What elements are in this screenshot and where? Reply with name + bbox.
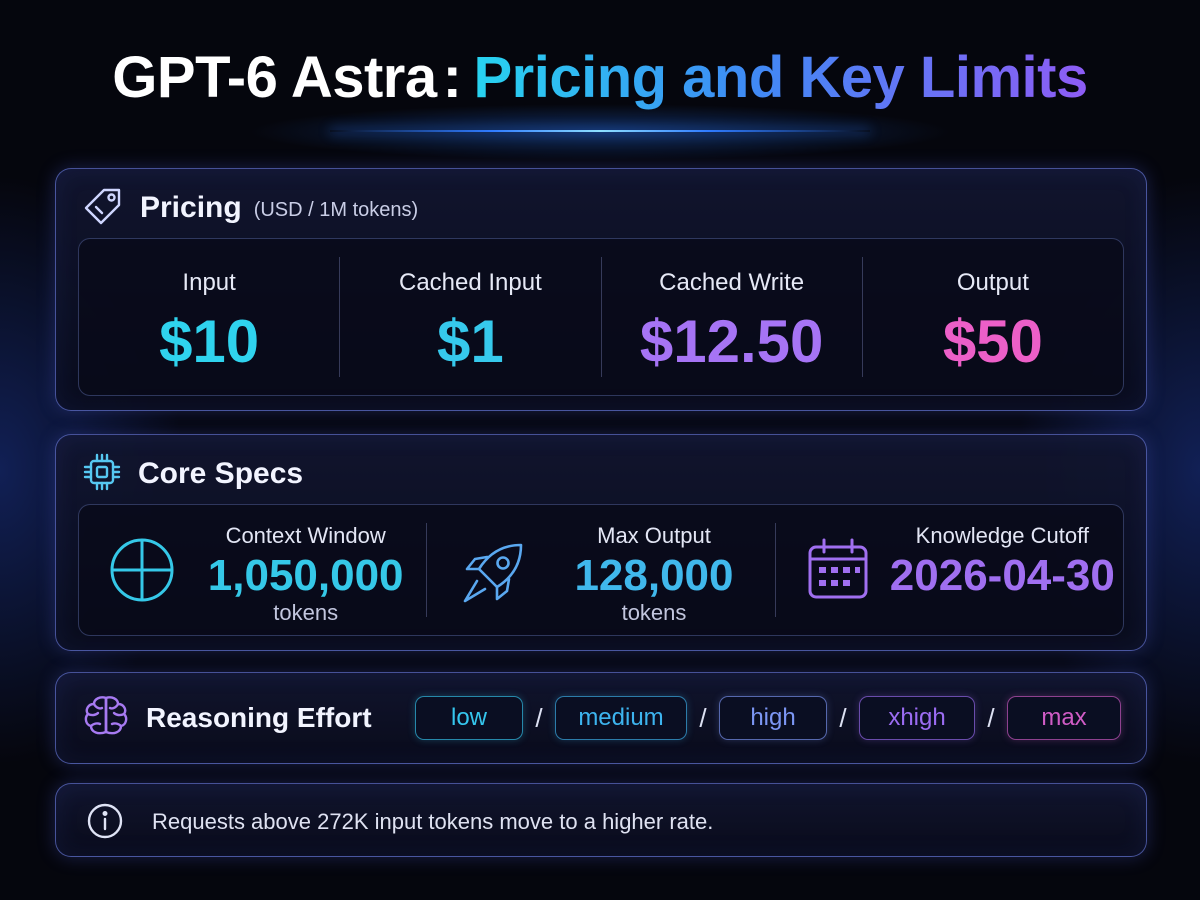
spec-value: 1,050,000 bbox=[207, 551, 404, 600]
level-chip-max[interactable]: max bbox=[1007, 696, 1121, 740]
level-chip-low[interactable]: low bbox=[415, 696, 523, 740]
reasoning-header: Reasoning Effort bbox=[82, 695, 372, 735]
pricing-grid: Input $10 Cached Input $1 Cached Write $… bbox=[78, 238, 1124, 396]
reasoning-levels: low / medium / high / xhigh / max bbox=[415, 696, 1121, 740]
specs-header: Core Specs bbox=[82, 453, 304, 491]
separator: / bbox=[987, 702, 995, 733]
calendar-icon bbox=[804, 535, 872, 608]
info-note-text: Requests above 272K input tokens move to… bbox=[152, 809, 714, 834]
title-colon: : bbox=[442, 45, 462, 110]
separator: / bbox=[699, 702, 707, 733]
chip-icon bbox=[82, 452, 122, 497]
reasoning-effort-panel: Reasoning Effort low / medium / high / x… bbox=[55, 672, 1147, 764]
separator: / bbox=[839, 702, 847, 733]
pricing-panel: Pricing (USD / 1M tokens) Input $10 Cach… bbox=[55, 168, 1147, 411]
title-main: GPT-6 Astra bbox=[112, 45, 437, 110]
divider bbox=[774, 523, 776, 617]
spec-unit: tokens bbox=[621, 600, 687, 625]
info-icon bbox=[86, 802, 124, 845]
price-value: $12.50 bbox=[639, 308, 824, 375]
spec-knowledge-cutoff: Knowledge Cutoff 2026-04-30 bbox=[776, 505, 1123, 635]
level-chip-medium[interactable]: medium bbox=[555, 696, 687, 740]
divider bbox=[600, 257, 602, 377]
core-specs-panel: Core Specs Context Window 1,050,000 toke… bbox=[55, 434, 1147, 651]
spec-context-window: Context Window 1,050,000 tokens bbox=[79, 505, 426, 635]
price-output: Output $50 bbox=[863, 239, 1123, 395]
reasoning-title: Reasoning Effort bbox=[146, 702, 372, 733]
divider bbox=[426, 523, 428, 617]
price-value: $10 bbox=[159, 308, 260, 375]
specs-grid: Context Window 1,050,000 tokens bbox=[78, 504, 1124, 636]
spec-max-output: Max Output 128,000 tokens bbox=[427, 505, 774, 635]
level-chip-high[interactable]: high bbox=[719, 696, 827, 740]
spec-label: Knowledge Cutoff bbox=[915, 523, 1089, 548]
title-accent: Pricing and Key Limits bbox=[473, 45, 1088, 110]
price-input: Input $10 bbox=[79, 239, 339, 395]
price-cached-write: Cached Write $12.50 bbox=[602, 239, 862, 395]
rocket-icon bbox=[455, 535, 531, 616]
price-value: $1 bbox=[437, 308, 504, 375]
price-cached-input: Cached Input $1 bbox=[340, 239, 600, 395]
pricing-title: Pricing bbox=[140, 191, 242, 224]
page-title: GPT-6 Astra: Pricing and Key Limits bbox=[0, 44, 1200, 111]
price-label: Output bbox=[956, 269, 1029, 296]
pricing-header: Pricing (USD / 1M tokens) bbox=[82, 188, 419, 225]
crosshair-icon bbox=[107, 535, 177, 610]
brain-icon bbox=[82, 694, 130, 743]
divider bbox=[861, 257, 863, 377]
price-label: Cached Input bbox=[398, 269, 542, 296]
price-label: Input bbox=[182, 269, 236, 296]
spec-value: 2026-04-30 bbox=[889, 551, 1115, 600]
info-note-panel: Requests above 272K input tokens move to… bbox=[55, 783, 1147, 857]
spec-unit: tokens bbox=[273, 600, 339, 625]
spec-label: Max Output bbox=[597, 523, 711, 548]
pricing-unit-note: (USD / 1M tokens) bbox=[253, 198, 419, 221]
separator: / bbox=[535, 702, 543, 733]
spec-label: Context Window bbox=[225, 523, 386, 548]
divider bbox=[339, 257, 341, 377]
title-underline-glow bbox=[330, 130, 870, 132]
price-value: $50 bbox=[942, 308, 1043, 375]
spec-value: 128,000 bbox=[574, 551, 734, 600]
specs-title: Core Specs bbox=[138, 457, 304, 490]
level-chip-xhigh[interactable]: xhigh bbox=[859, 696, 975, 740]
price-label: Cached Write bbox=[659, 269, 805, 296]
price-tag-icon bbox=[82, 185, 124, 232]
